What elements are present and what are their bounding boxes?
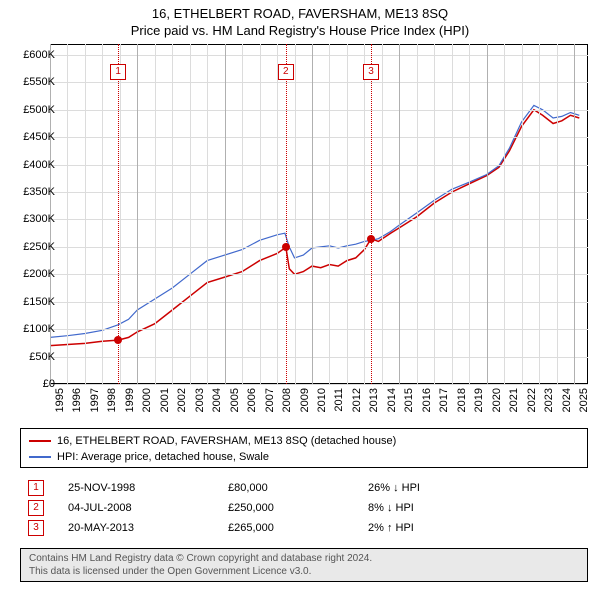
x-axis-tick-label: 2015 bbox=[403, 388, 415, 412]
series-line bbox=[50, 110, 579, 346]
x-axis-tick-label: 2018 bbox=[456, 388, 468, 412]
x-axis-tick-label: 2019 bbox=[473, 388, 485, 412]
x-axis-tick-label: 2010 bbox=[316, 388, 328, 412]
event-row: 1 25-NOV-1998 £80,000 26% ↓ HPI bbox=[28, 478, 580, 498]
x-axis-tick-label: 2008 bbox=[281, 388, 293, 412]
footer-attribution: Contains HM Land Registry data © Crown c… bbox=[20, 548, 588, 582]
event-delta: 8% ↓ HPI bbox=[368, 498, 580, 518]
x-axis-tick-label: 1997 bbox=[89, 388, 101, 412]
x-axis-tick-label: 2012 bbox=[351, 388, 363, 412]
chart-title-subtitle: Price paid vs. HM Land Registry's House … bbox=[0, 21, 600, 38]
event-price: £250,000 bbox=[228, 498, 368, 518]
legend: 16, ETHELBERT ROAD, FAVERSHAM, ME13 8SQ … bbox=[20, 428, 588, 468]
event-dot bbox=[282, 243, 290, 251]
x-axis-tick-label: 2006 bbox=[246, 388, 258, 412]
x-axis-tick-label: 2003 bbox=[194, 388, 206, 412]
event-price: £80,000 bbox=[228, 478, 368, 498]
x-axis-tick-label: 2007 bbox=[264, 388, 276, 412]
y-axis-tick-label: £250K bbox=[23, 241, 55, 253]
y-axis-tick-label: £600K bbox=[23, 49, 55, 61]
x-axis-tick-label: 2021 bbox=[508, 388, 520, 412]
chart-series bbox=[50, 44, 588, 384]
event-date: 20-MAY-2013 bbox=[68, 518, 228, 538]
y-axis-tick-label: £150K bbox=[23, 296, 55, 308]
chart-plot-area: 1 2 3 bbox=[50, 44, 588, 384]
x-axis-tick-label: 2022 bbox=[526, 388, 538, 412]
event-row: 3 20-MAY-2013 £265,000 2% ↑ HPI bbox=[28, 518, 580, 538]
event-dot bbox=[114, 336, 122, 344]
x-axis-tick-label: 2000 bbox=[141, 388, 153, 412]
legend-row: HPI: Average price, detached house, Swal… bbox=[29, 449, 579, 465]
y-axis-tick-label: £500K bbox=[23, 104, 55, 116]
y-axis-tick-label: £100K bbox=[23, 323, 55, 335]
x-axis-tick-label: 2016 bbox=[421, 388, 433, 412]
x-axis-tick-label: 2005 bbox=[229, 388, 241, 412]
footer-line: This data is licensed under the Open Gov… bbox=[29, 565, 579, 578]
x-axis-tick-label: 2011 bbox=[333, 388, 345, 412]
event-number-badge: 2 bbox=[28, 500, 44, 516]
event-number-badge: 1 bbox=[28, 480, 44, 496]
x-axis-tick-label: 2023 bbox=[543, 388, 555, 412]
y-axis-tick-label: £400K bbox=[23, 159, 55, 171]
x-axis-tick-label: 2001 bbox=[159, 388, 171, 412]
x-axis-tick-label: 2002 bbox=[176, 388, 188, 412]
x-axis-tick-label: 1996 bbox=[71, 388, 83, 412]
x-axis-tick-label: 2024 bbox=[561, 388, 573, 412]
event-marker-badge: 3 bbox=[363, 64, 379, 80]
x-axis-tick-label: 2020 bbox=[491, 388, 503, 412]
footer-line: Contains HM Land Registry data © Crown c… bbox=[29, 552, 579, 565]
event-delta: 2% ↑ HPI bbox=[368, 518, 580, 538]
x-axis-tick-label: 2004 bbox=[211, 388, 223, 412]
legend-swatch bbox=[29, 440, 51, 442]
legend-swatch bbox=[29, 456, 51, 458]
y-axis-tick-label: £550K bbox=[23, 76, 55, 88]
event-delta: 26% ↓ HPI bbox=[368, 478, 580, 498]
event-marker-badge: 1 bbox=[110, 64, 126, 80]
y-axis-tick-label: £200K bbox=[23, 268, 55, 280]
legend-label: HPI: Average price, detached house, Swal… bbox=[57, 451, 269, 463]
y-axis-tick-label: £450K bbox=[23, 131, 55, 143]
event-date: 25-NOV-1998 bbox=[68, 478, 228, 498]
event-date: 04-JUL-2008 bbox=[68, 498, 228, 518]
event-row: 2 04-JUL-2008 £250,000 8% ↓ HPI bbox=[28, 498, 580, 518]
event-price: £265,000 bbox=[228, 518, 368, 538]
event-vertical-line bbox=[118, 44, 119, 384]
chart-title-address: 16, ETHELBERT ROAD, FAVERSHAM, ME13 8SQ bbox=[0, 0, 600, 21]
event-marker-badge: 2 bbox=[278, 64, 294, 80]
y-axis-tick-label: £50K bbox=[29, 351, 55, 363]
x-axis-tick-label: 2014 bbox=[386, 388, 398, 412]
event-number-badge: 3 bbox=[28, 520, 44, 536]
x-axis-tick-label: 2009 bbox=[299, 388, 311, 412]
legend-row: 16, ETHELBERT ROAD, FAVERSHAM, ME13 8SQ … bbox=[29, 433, 579, 449]
x-axis-tick-label: 2025 bbox=[578, 388, 590, 412]
y-axis-tick-label: £350K bbox=[23, 186, 55, 198]
events-table: 1 25-NOV-1998 £80,000 26% ↓ HPI 2 04-JUL… bbox=[20, 474, 588, 542]
y-axis-tick-label: £300K bbox=[23, 213, 55, 225]
x-axis-tick-label: 1999 bbox=[124, 388, 136, 412]
x-axis-tick-label: 1998 bbox=[106, 388, 118, 412]
event-vertical-line bbox=[286, 44, 287, 384]
x-axis-tick-label: 1995 bbox=[54, 388, 66, 412]
event-vertical-line bbox=[371, 44, 372, 384]
event-dot bbox=[367, 235, 375, 243]
x-axis-tick-label: 2017 bbox=[438, 388, 450, 412]
legend-label: 16, ETHELBERT ROAD, FAVERSHAM, ME13 8SQ … bbox=[57, 435, 396, 447]
x-axis-tick-label: 2013 bbox=[368, 388, 380, 412]
